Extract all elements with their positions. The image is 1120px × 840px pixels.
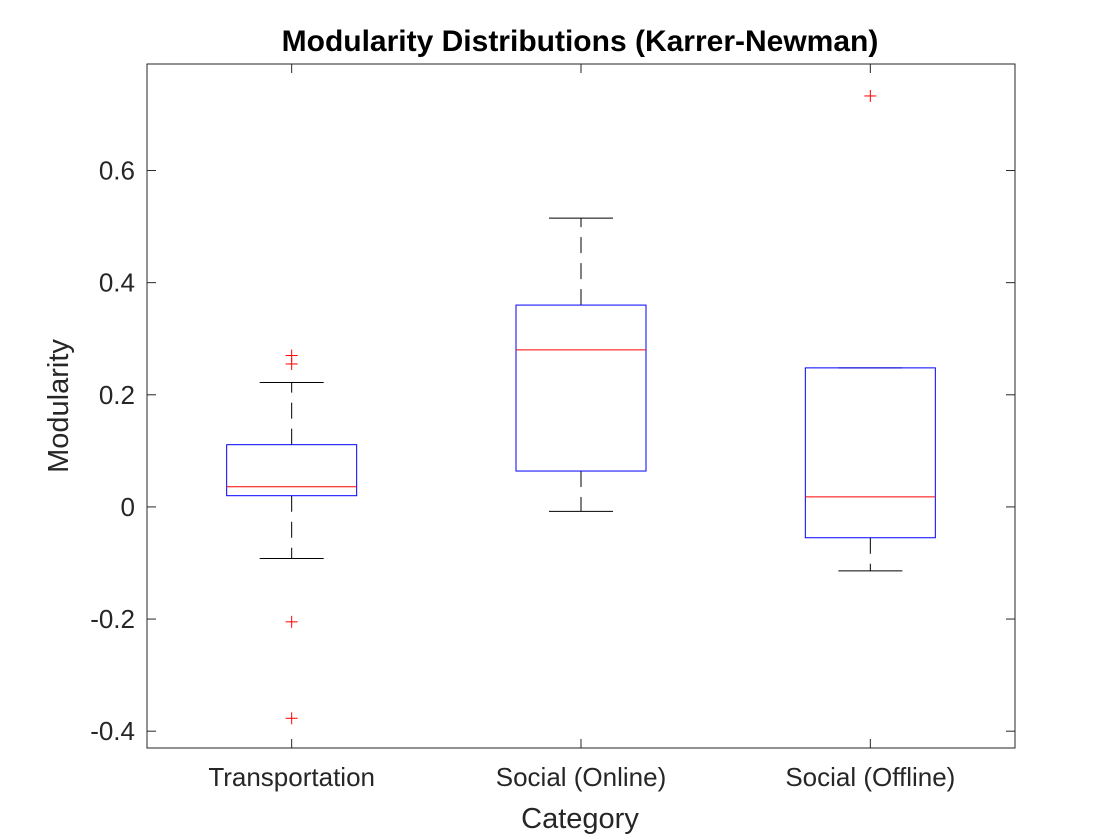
y-tick-label: -0.2 xyxy=(90,604,135,634)
x-tick-label: Transportation xyxy=(208,762,375,792)
outlier-marker xyxy=(864,89,877,102)
y-tick-label: 0.2 xyxy=(99,380,135,410)
y-tick-label: -0.4 xyxy=(90,716,135,746)
x-axis: Transportation Social (Online) Social (Off… xyxy=(208,64,955,792)
y-tick-label: 0 xyxy=(121,492,135,522)
box-group xyxy=(515,217,647,512)
iqr-box xyxy=(515,304,647,472)
x-axis-label: Category xyxy=(521,803,639,835)
y-axis-label: Modularity xyxy=(43,339,75,473)
y-tick-label: 0.4 xyxy=(99,268,135,298)
outlier-marker xyxy=(285,357,298,370)
chart-title: Modularity Distributions (Karrer-Newman) xyxy=(282,25,879,58)
box-series xyxy=(226,89,936,725)
outlier-marker xyxy=(285,712,298,725)
iqr-box xyxy=(226,444,358,497)
y-axis: -0.4 -0.2 0 0.2 0.4 0.6 xyxy=(90,156,1015,746)
box-group xyxy=(804,89,936,572)
box-group xyxy=(226,349,358,725)
y-tick-label: 0.6 xyxy=(99,156,135,186)
outlier-marker xyxy=(285,615,298,628)
x-tick-label: Social (Online) xyxy=(496,762,667,792)
iqr-box xyxy=(804,367,936,539)
plot-area-frame xyxy=(146,63,1016,749)
x-tick-label: Social (Offline) xyxy=(785,762,955,792)
